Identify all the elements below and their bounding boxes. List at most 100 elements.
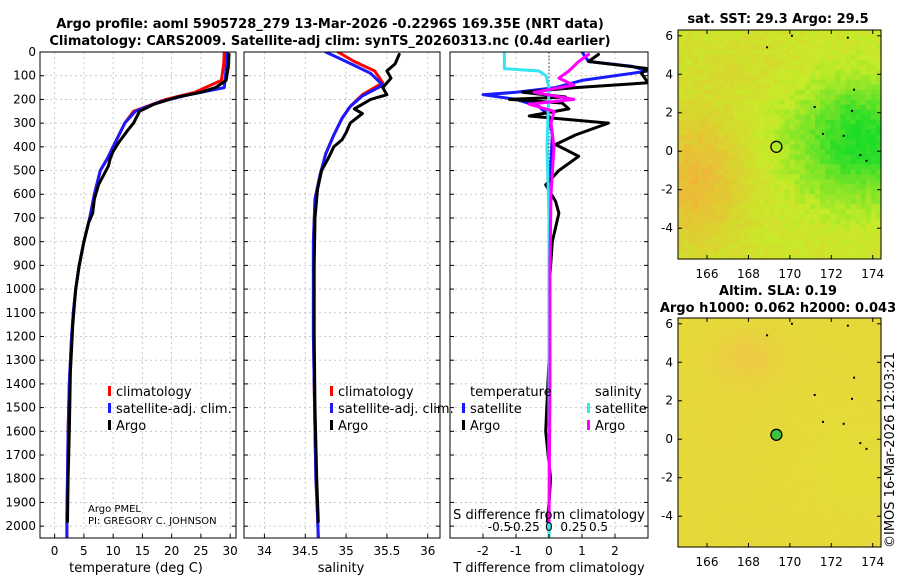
map-cell <box>855 154 862 161</box>
map-cell <box>703 542 710 548</box>
map-cell <box>850 194 857 200</box>
map-cell <box>820 482 826 488</box>
map-cell <box>865 124 872 131</box>
map-cell <box>855 522 862 528</box>
map-cell <box>830 402 836 409</box>
map-cell <box>718 392 725 399</box>
map-cell <box>799 249 806 255</box>
map-cell <box>815 109 821 116</box>
map-cell <box>769 318 776 324</box>
map-cell <box>718 542 725 548</box>
map-cell <box>875 209 882 215</box>
map-cell <box>865 134 872 141</box>
map-cell <box>683 34 689 41</box>
map-cell <box>743 159 750 166</box>
map-cell <box>693 194 699 200</box>
map-cell <box>754 64 760 71</box>
map-cell <box>815 214 821 220</box>
map-cell <box>743 224 750 230</box>
map-cell <box>830 64 836 71</box>
map-cell <box>693 447 699 454</box>
map-cell <box>845 189 852 195</box>
map-cell <box>850 327 857 334</box>
map-cell <box>820 457 826 463</box>
map-cell <box>784 442 791 449</box>
map-cell <box>820 452 826 458</box>
map-cell <box>865 457 872 463</box>
map-cell <box>708 517 715 523</box>
map-cell <box>870 84 877 91</box>
map-cell <box>840 69 847 76</box>
map-cell <box>875 214 882 220</box>
map-cell <box>779 124 786 131</box>
map-cell <box>683 357 689 364</box>
map-cell <box>784 209 791 215</box>
map-cell <box>809 487 816 493</box>
map-cell <box>693 407 699 414</box>
map-cell <box>713 30 720 36</box>
map-cell <box>809 442 816 449</box>
map-cell <box>855 447 862 454</box>
map-cell <box>850 84 857 91</box>
map-cell <box>759 114 765 121</box>
map-cell <box>789 437 796 444</box>
series-satellite-adj-clim- <box>65 52 229 538</box>
s-xtick-label: 0.5 <box>589 520 608 534</box>
map-cell <box>743 397 750 404</box>
map-cell <box>875 114 882 121</box>
map-cell <box>743 219 750 225</box>
map-cell <box>713 377 720 384</box>
xtick-label: 30 <box>223 544 238 558</box>
map-cell <box>769 30 776 36</box>
map-cell <box>870 427 877 434</box>
map-cell <box>784 169 791 175</box>
map-cell <box>728 402 735 409</box>
map-cell <box>754 427 760 434</box>
map-cell <box>815 164 821 170</box>
map-cell <box>855 30 862 36</box>
map-cell <box>733 437 740 444</box>
map-cell <box>860 54 867 61</box>
map-cell <box>870 189 877 195</box>
map-cell <box>728 34 735 41</box>
map-cell <box>875 482 882 488</box>
map-cell <box>860 204 867 210</box>
map-cell <box>683 79 689 86</box>
map-cell <box>830 94 836 101</box>
map-cell <box>850 204 857 210</box>
map-cell <box>789 417 796 424</box>
map-cell <box>683 189 689 195</box>
map-cell <box>850 522 857 528</box>
map-cell <box>820 224 826 230</box>
map-cell <box>683 124 689 131</box>
map-cell <box>759 239 765 245</box>
map-cell <box>799 442 806 449</box>
map-cell <box>779 34 786 41</box>
map-cell <box>708 59 715 66</box>
map-cell <box>799 347 806 354</box>
map-cell <box>825 124 831 131</box>
map-cell <box>825 214 831 220</box>
map-cell <box>764 342 770 349</box>
map-cell <box>698 239 704 245</box>
map-cell <box>718 184 725 190</box>
legend-satellite-adj-label: satellite-adj. clim. <box>338 402 454 417</box>
map-cell <box>830 139 836 146</box>
map-cell <box>743 30 750 36</box>
map-cell <box>718 174 725 180</box>
map-cell <box>784 34 791 41</box>
map-cell <box>774 372 781 379</box>
map-cell <box>688 322 694 329</box>
map-cell <box>784 487 791 493</box>
map-cell <box>688 129 694 136</box>
map-cell <box>693 204 699 210</box>
map-cell <box>870 462 877 468</box>
map-cell <box>860 432 867 439</box>
map-cell <box>804 44 811 51</box>
map-cell <box>804 214 811 220</box>
map-cell <box>678 104 684 111</box>
map-cell <box>804 482 811 488</box>
map-cell <box>774 477 781 483</box>
map-cell <box>845 432 852 439</box>
map-cell <box>703 432 710 439</box>
